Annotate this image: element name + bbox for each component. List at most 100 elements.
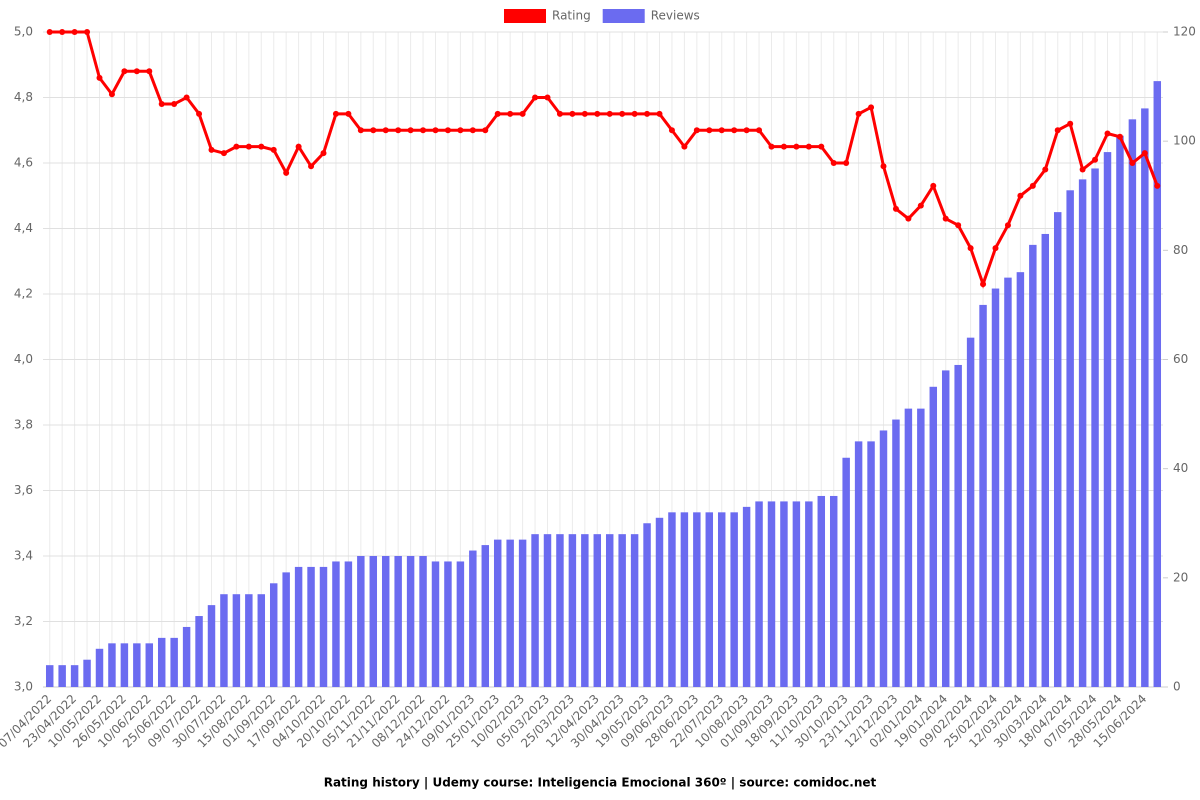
y2-tick-label: 120 (1173, 25, 1196, 39)
point (843, 160, 850, 166)
point (420, 127, 427, 134)
bar (755, 501, 763, 687)
point (1042, 166, 1049, 173)
point (1129, 160, 1136, 166)
point (220, 150, 227, 157)
point (444, 127, 451, 134)
bar (1029, 244, 1037, 687)
bar (954, 364, 962, 687)
point (1154, 182, 1161, 189)
bar (705, 512, 714, 687)
bar (979, 304, 987, 687)
bar (245, 594, 253, 687)
point (320, 150, 327, 157)
bar (133, 643, 141, 687)
point (805, 143, 812, 150)
line (49, 30, 1159, 289)
point (1054, 127, 1061, 134)
bar (1091, 168, 1099, 688)
bar (618, 534, 626, 687)
bar (966, 337, 975, 687)
bar (717, 512, 726, 687)
bar (1004, 277, 1012, 687)
point (768, 143, 775, 150)
bar (294, 566, 303, 687)
bar (556, 534, 564, 687)
point (681, 143, 688, 150)
y-tick-label: 3,4 (14, 549, 33, 563)
bar (157, 637, 166, 687)
point (208, 146, 215, 153)
point (295, 143, 302, 150)
point (868, 104, 875, 111)
point (855, 110, 862, 117)
bar (319, 566, 328, 687)
point (1092, 156, 1099, 163)
bar (1016, 272, 1025, 687)
bar (643, 523, 651, 687)
point (606, 110, 613, 117)
point (1017, 192, 1024, 199)
y-tick-label: 4,4 (14, 221, 33, 235)
bar (842, 457, 850, 687)
bar (518, 539, 527, 687)
point (245, 143, 252, 150)
point (270, 146, 277, 153)
bar (394, 556, 402, 687)
bar (1066, 190, 1074, 687)
point (818, 143, 825, 150)
y2-tick-label: 20 (1173, 570, 1188, 584)
bar (232, 594, 241, 687)
point (793, 143, 800, 150)
bar (854, 441, 863, 687)
point (830, 160, 837, 166)
y-tick-label: 3,2 (14, 614, 33, 628)
point (556, 110, 563, 117)
bar (170, 637, 178, 687)
bar (108, 643, 116, 687)
y2-tick-label: 0 (1173, 680, 1181, 694)
bar (805, 501, 813, 687)
point (544, 94, 551, 101)
bar (431, 561, 440, 687)
bar (742, 506, 751, 687)
y-tick-label: 4,8 (14, 90, 33, 104)
bar (506, 539, 514, 687)
bar (120, 643, 129, 687)
point (1116, 133, 1123, 140)
y2-tick-label: 40 (1173, 461, 1188, 475)
point (693, 127, 700, 134)
point (1004, 222, 1011, 229)
point (880, 163, 887, 170)
y-tick-label: 3,8 (14, 418, 33, 432)
point (1141, 150, 1148, 157)
bar (929, 386, 938, 687)
point (183, 94, 190, 101)
bar (941, 370, 950, 687)
point (395, 127, 402, 134)
bar (1053, 212, 1062, 687)
bar (182, 626, 191, 687)
bar (780, 501, 788, 687)
bar (568, 534, 577, 687)
point (469, 127, 476, 134)
bar (381, 556, 390, 687)
chart-title: Rating history | Udemy course: Inteligen… (324, 776, 877, 790)
bar (1103, 152, 1112, 688)
point (133, 68, 140, 75)
bar (406, 556, 415, 687)
bar (1153, 81, 1162, 687)
bar (531, 534, 539, 687)
point (619, 110, 626, 117)
point (108, 91, 115, 98)
y2-tick-label: 80 (1173, 243, 1188, 257)
bar (444, 561, 452, 687)
point (146, 68, 153, 75)
bar (655, 517, 664, 687)
bar (220, 594, 228, 687)
point (756, 127, 763, 134)
point (955, 222, 962, 229)
y-tick-label: 4,2 (14, 287, 33, 301)
bar (95, 648, 104, 687)
